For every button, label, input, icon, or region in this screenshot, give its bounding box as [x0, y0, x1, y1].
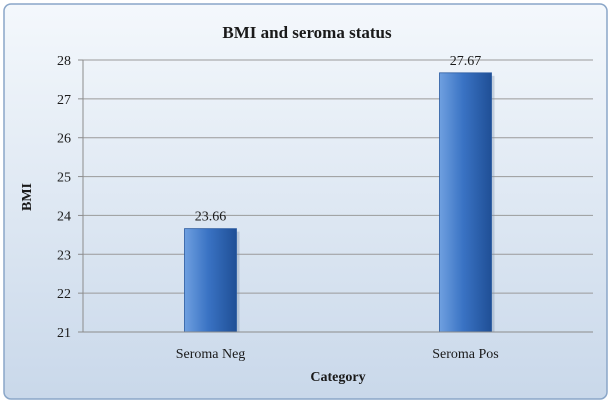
y-tick-label: 21: [57, 326, 71, 341]
x-category-label: Seroma Neg: [176, 347, 246, 362]
bar-seroma-pos: [439, 72, 492, 333]
bar-seroma-neg: [184, 228, 237, 333]
x-category-label: Seroma Pos: [432, 347, 499, 362]
y-axis-title: BMI: [20, 183, 35, 211]
bars: [184, 72, 495, 333]
y-tick-label: 28: [57, 54, 71, 69]
y-tick-label: 25: [57, 171, 71, 186]
x-axis-categories: Seroma Neg Seroma Pos: [176, 347, 499, 362]
y-tick-label: 24: [57, 209, 71, 224]
y-tick-label: 22: [57, 287, 71, 302]
data-labels: 23.66 27.67: [195, 54, 482, 225]
chart-title: BMI and seroma status: [222, 23, 392, 42]
x-axis-title: Category: [310, 370, 365, 385]
data-label: 27.67: [450, 54, 482, 69]
y-tick-label: 26: [57, 132, 71, 147]
data-label: 23.66: [195, 210, 227, 225]
y-tick-label: 23: [57, 248, 71, 263]
gridlines: [83, 59, 593, 294]
y-tick-label: 27: [57, 93, 71, 108]
y-axis-ticks: 21 22 23 24 25 26 27 28: [57, 54, 83, 341]
chart-background: [3, 3, 608, 400]
